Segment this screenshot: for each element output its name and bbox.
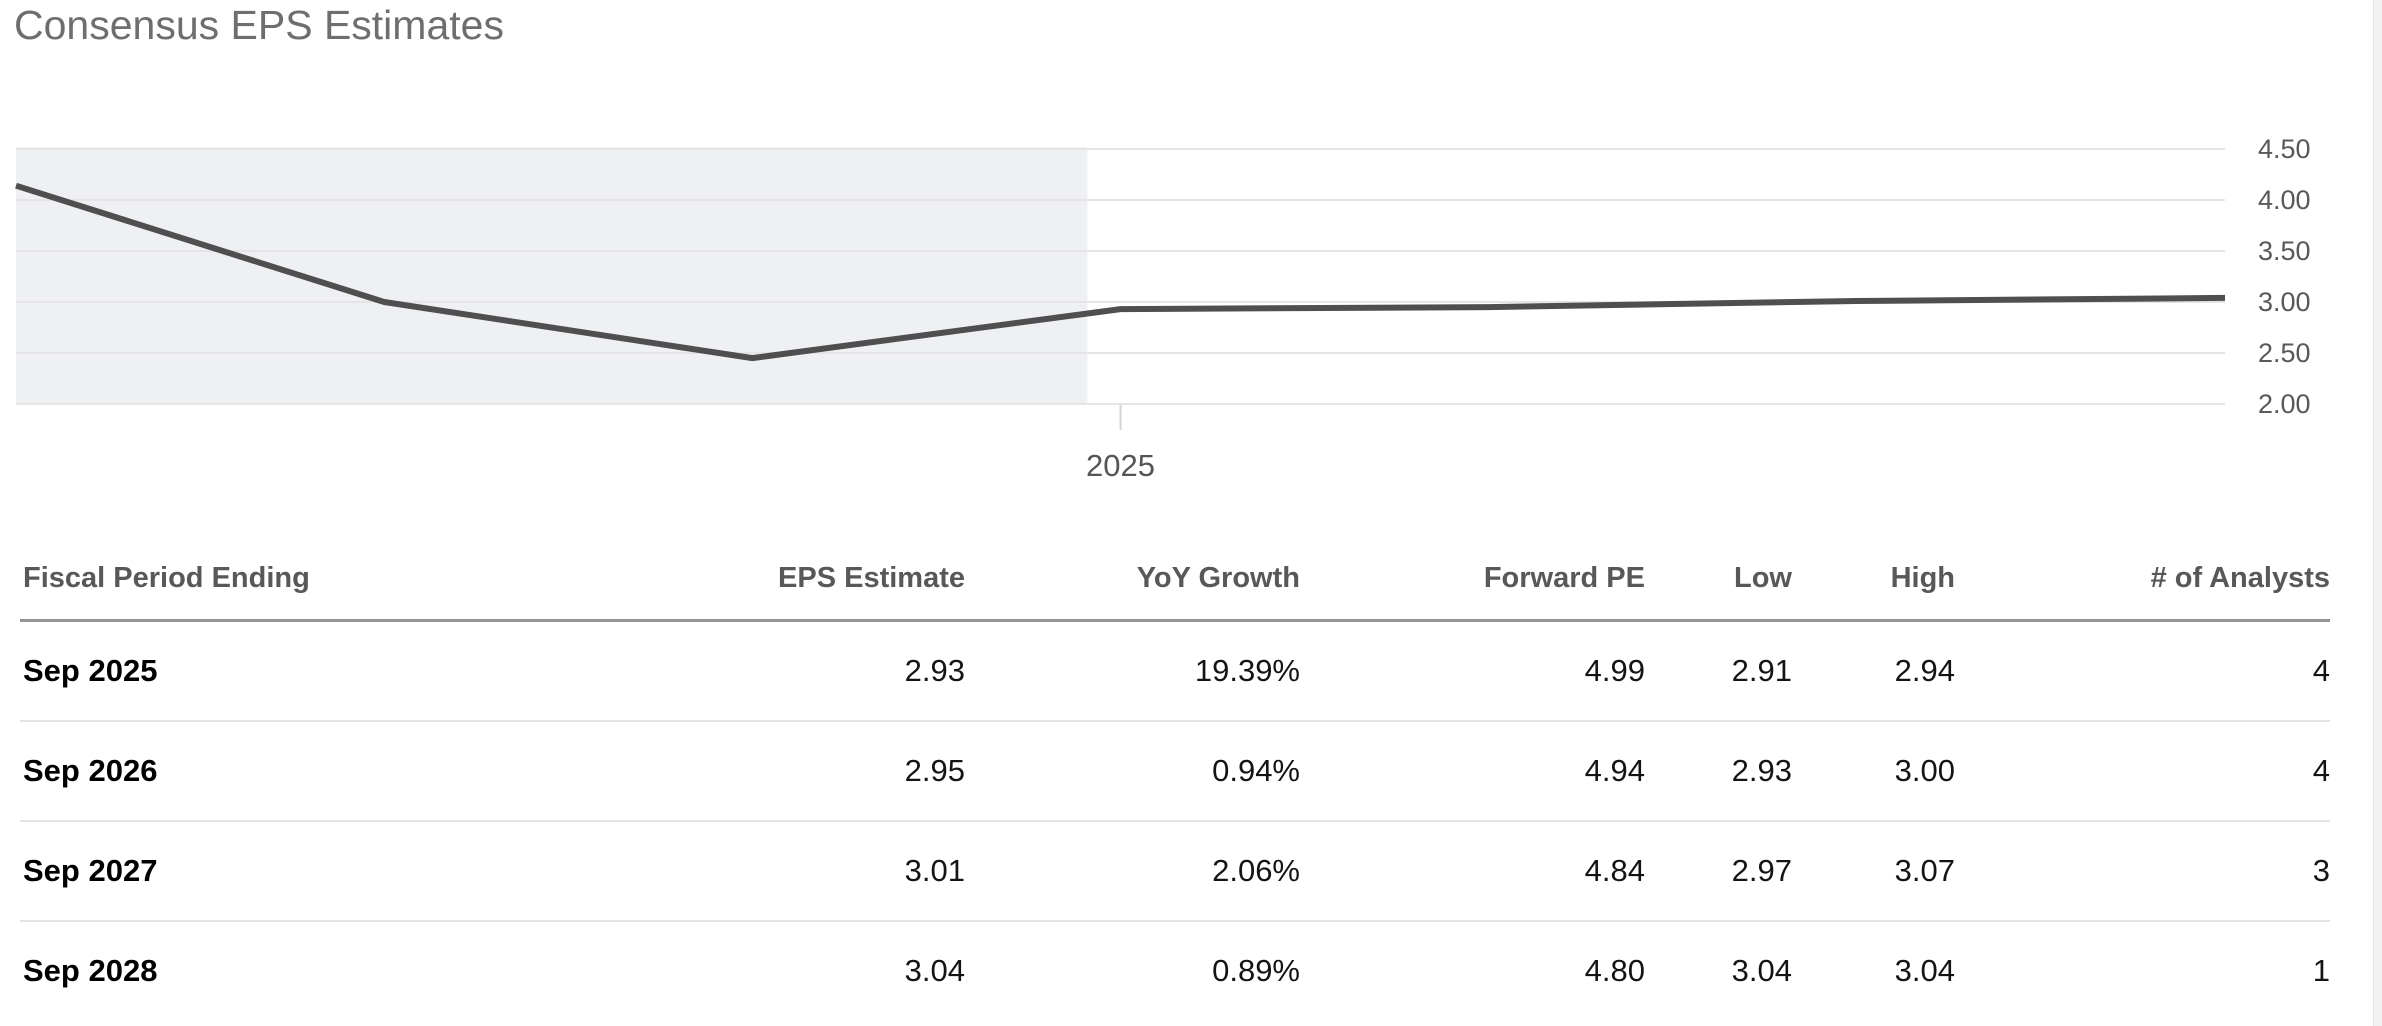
- col-header-yoy-growth: YoY Growth: [965, 548, 1300, 622]
- cell: 3.07: [1792, 821, 1955, 922]
- col-header-fiscal-period: Fiscal Period Ending: [20, 548, 520, 622]
- cell: Sep 2026: [20, 721, 520, 822]
- cell: 4.99: [1300, 620, 1645, 722]
- eps-line-series: [15, 182, 2226, 362]
- estimates-table: Fiscal Period Ending EPS Estimate YoY Gr…: [20, 548, 2330, 1020]
- cell: Sep 2027: [20, 821, 520, 922]
- cell: 2.95: [520, 721, 965, 822]
- y-axis-tick-label: 4.50: [2258, 134, 2311, 164]
- cell: 0.94%: [965, 721, 1300, 822]
- cell: 2.91: [1645, 620, 1792, 722]
- cell: 1: [2312, 953, 2330, 988]
- cell: 2.93: [1645, 721, 1792, 822]
- y-axis-tick-label: 3.50: [2258, 236, 2311, 266]
- cell: 3.00: [1792, 721, 1955, 822]
- cell: 2.06%: [965, 821, 1300, 922]
- cell: 2.97: [1645, 821, 1792, 922]
- eps-history-chart: 4.50 4.00 3.50 3.00 2.50 2.00 2025: [15, 134, 2311, 483]
- y-axis-tick-label: 4.00: [2258, 185, 2311, 215]
- y-axis-tick-label: 3.00: [2258, 287, 2311, 317]
- cell: 3.04: [904, 953, 965, 988]
- table-row: Sep 2025 2.93 19.39% 4.99 2.91 2.94 4: [20, 620, 2330, 722]
- cell: 2.93: [520, 620, 965, 722]
- col-header-low: Low: [1645, 548, 1792, 622]
- cell: 4.80: [1584, 953, 1645, 988]
- col-header-eps-estimate: EPS Estimate: [520, 548, 965, 622]
- cell: 3.01: [520, 821, 965, 922]
- table-header-row: Fiscal Period Ending EPS Estimate YoY Gr…: [20, 548, 2330, 622]
- y-axis-tick-label: 2.50: [2258, 338, 2311, 368]
- historical-shaded-region: [16, 147, 1088, 405]
- table-row: Sep 2028 3.04 0.89% 4.80 3.04 3.04 1: [20, 921, 2330, 1020]
- table-row: Sep 2026 2.95 0.94% 4.94 2.93 3.00 4: [20, 721, 2330, 822]
- col-header-high: High: [1792, 548, 1955, 622]
- cell: 2.94: [1792, 620, 1955, 722]
- cell: Sep 2028: [23, 953, 158, 988]
- cell: 4: [1955, 620, 2330, 722]
- cell: 3: [1955, 821, 2330, 922]
- scrollbar-track[interactable]: [2373, 0, 2382, 1026]
- cell: 4.84: [1300, 821, 1645, 922]
- cell: 3.04: [1731, 953, 1792, 988]
- col-header-forward-pe: Forward PE: [1300, 548, 1645, 622]
- table-row: Sep 2027 3.01 2.06% 4.84 2.97 3.07 3: [20, 821, 2330, 922]
- cell: 4.94: [1300, 721, 1645, 822]
- cell: 4: [1955, 721, 2330, 822]
- x-axis-tick-label: 2025: [1086, 448, 1155, 483]
- cell: 0.89%: [1212, 953, 1300, 988]
- cell: Sep 2025: [20, 620, 520, 722]
- col-header-num-analysts: # of Analysts: [1955, 548, 2330, 622]
- page-title: Consensus EPS Estimates: [14, 2, 504, 48]
- y-axis-tick-label: 2.00: [2258, 389, 2311, 419]
- cell: 3.04: [1894, 953, 1955, 988]
- cell: 19.39%: [965, 620, 1300, 722]
